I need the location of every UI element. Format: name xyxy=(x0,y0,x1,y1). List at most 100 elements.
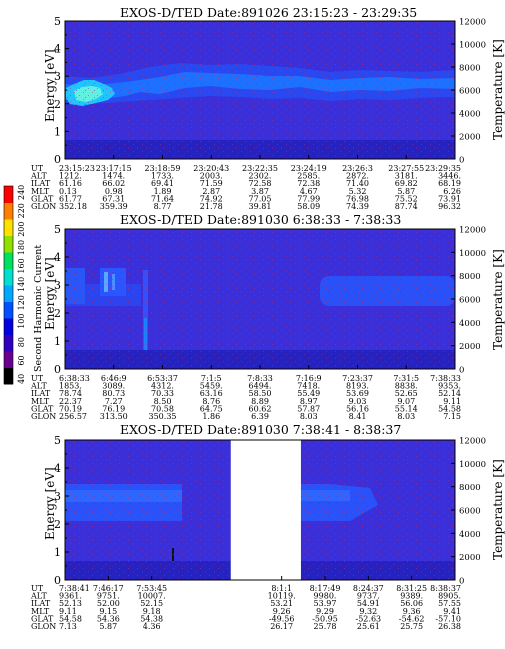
table-cell: 5.87 xyxy=(397,187,415,196)
table-cell: 54.38 xyxy=(140,614,163,623)
table-cell: 56.16 xyxy=(346,404,369,413)
colorbar-tick-label: 220 xyxy=(17,203,26,218)
panel-1-y2-tick-label: 2000 xyxy=(459,133,481,143)
table-cell: 8.50 xyxy=(154,397,172,406)
panel-3-y-tick-label: 2 xyxy=(54,518,61,531)
table-cell: 4.67 xyxy=(300,187,318,196)
table-cell: 69.41 xyxy=(151,179,174,188)
colorbar-tick-label: 240 xyxy=(17,185,26,200)
panel-1-y2-tick-label: 0 xyxy=(459,156,464,166)
table-cell: 70.33 xyxy=(151,389,174,398)
table-cell: 72.58 xyxy=(249,179,272,188)
table-cell: 78.74 xyxy=(59,389,82,398)
panel-1-y2-label: Temperature [K] xyxy=(491,39,505,140)
table-cell: 55.49 xyxy=(297,389,320,398)
panel-3-y-tick-label: 3 xyxy=(54,490,61,503)
table-cell: 73.91 xyxy=(438,194,461,203)
table-cell: 64.75 xyxy=(200,404,223,413)
colorbar-tick-label: 40 xyxy=(17,374,26,384)
table-cell: 53.97 xyxy=(314,599,337,608)
panel-1-y2-tick-label: 8000 xyxy=(459,64,481,74)
colorbar-swatch xyxy=(4,285,13,302)
panel-1-axes: 0 1 2 3 4 5 0 2000 4000 6000 8000 10000 12000 xyxy=(54,15,486,166)
panel-1-y-tick-label: 2 xyxy=(54,98,61,111)
panel-2-y2-tick-label: 10000 xyxy=(459,249,486,259)
colorbar-tick-label: 200 xyxy=(17,222,26,237)
table-cell: 9.32 xyxy=(359,607,377,616)
panel-2-y2-tick-label: 0 xyxy=(459,366,464,376)
colorbar-title: Second Harmonic Current xyxy=(33,245,44,372)
panel-1-y-tick-label: 5 xyxy=(54,15,61,28)
panel-2-title: EXOS-D/TED Date:891030 6:38:33 - 7:38:33 xyxy=(120,212,401,227)
table-cell: -50.95 xyxy=(312,614,338,623)
colorbar-swatch xyxy=(4,334,13,352)
spectrogram-panel-1: EXOS-D/TED Date:891026 23:15:23 - 23:29:… xyxy=(30,5,505,211)
table-cell: 5.87 xyxy=(99,622,117,631)
panel-3-axes: 0 1 2 3 4 5 0 2000 4000 6000 8000 10000 12000 xyxy=(54,434,486,587)
panel-2-y2-tick-label: 4000 xyxy=(459,319,481,329)
panel-2-y2-label: Temperature [K] xyxy=(491,249,505,350)
table-cell: 77.99 xyxy=(297,194,320,203)
table-row-label: ALT xyxy=(30,172,47,181)
table-cell: 1733. xyxy=(151,172,174,181)
table-cell: 7:31:5 xyxy=(393,374,419,383)
panel-3-title: EXOS-D/TED Date:891030 7:38:41 - 8:38:37 xyxy=(120,422,401,437)
panel-3-y-tick-label: 1 xyxy=(54,546,61,559)
table-cell: 71.64 xyxy=(151,194,174,203)
table-cell: 256.57 xyxy=(59,412,87,421)
table-cell: 23:29:35 xyxy=(425,164,461,173)
panel-3-y-label: Energy [eV] xyxy=(43,467,57,540)
table-cell: 9.11 xyxy=(59,607,77,616)
table-row-label: UT xyxy=(31,584,44,593)
panel-2-y-tick-label: 2 xyxy=(54,307,61,320)
table-cell: 57.87 xyxy=(297,404,320,413)
table-cell: -49.56 xyxy=(269,614,295,623)
table-cell: 9.11 xyxy=(443,397,461,406)
colorbar-swatch xyxy=(4,268,13,286)
table-cell: 23:20:43 xyxy=(193,164,229,173)
table-cell: 9.07 xyxy=(397,397,415,406)
panel-1-y2-tick-label: 12000 xyxy=(459,18,486,28)
panel-1-y2-tick-label: 6000 xyxy=(459,87,481,97)
colorbar-tick-label: 100 xyxy=(17,314,26,329)
panel-2-y2-tick-label: 12000 xyxy=(459,226,486,236)
table-cell: 359.39 xyxy=(100,202,128,211)
table-cell: 7.15 xyxy=(443,412,461,421)
table-cell: 6.39 xyxy=(251,412,269,421)
panel-2-emission-bands xyxy=(65,229,455,369)
table-cell: 7:1:5 xyxy=(201,374,222,383)
table-row-label: GLAT xyxy=(31,614,54,623)
panel-1-y-tick-label: 3 xyxy=(54,70,61,83)
table-cell: 96.32 xyxy=(438,202,461,211)
table-cell: -52.63 xyxy=(356,614,382,623)
panel-3-data-gap xyxy=(230,440,301,580)
colorbar-swatch xyxy=(4,318,13,335)
table-cell: 53.69 xyxy=(346,389,369,398)
table-cell: 76.98 xyxy=(346,194,369,203)
panel-1-y-tick-label: 0 xyxy=(54,153,61,166)
table-cell: 21.78 xyxy=(200,202,223,211)
table-cell: 23:15:23 xyxy=(59,164,95,173)
table-cell: 71.59 xyxy=(200,179,223,188)
panel-1-y-tick-label: 1 xyxy=(54,125,61,138)
table-cell: 25.75 xyxy=(400,622,423,631)
colorbar-tick-labels: 40 60 80 100 120 140 160 180 200 220 240 xyxy=(17,185,26,384)
table-cell: 61.77 xyxy=(59,194,82,203)
colorbar-swatches xyxy=(3,185,14,385)
table-cell: 7:23:37 xyxy=(342,374,373,383)
table-cell: 76.19 xyxy=(102,404,125,413)
table-cell: 6:53:37 xyxy=(147,374,178,383)
panel-3-y2-label: Temperature [K] xyxy=(491,459,505,560)
panel-2-orbit-table: UT 6:38:33 6:46:9 6:53:37 7:1:5 7:8:33 7:16:9 7… xyxy=(30,374,461,421)
table-cell: 2872. xyxy=(346,172,369,181)
table-cell: 3446. xyxy=(438,172,461,181)
table-cell: 23:24:19 xyxy=(291,164,327,173)
colorbar: 40 60 80 100 120 140 160 180 200 220 240 Second Ha… xyxy=(3,185,44,385)
table-cell: 1853. xyxy=(59,382,82,391)
panel-1-y2-tick-label: 4000 xyxy=(459,110,481,120)
table-row-label: ALT xyxy=(30,382,47,391)
table-cell: 7:53:45 xyxy=(136,584,167,593)
table-cell: 8905. xyxy=(438,592,461,601)
table-cell: 0.13 xyxy=(59,187,77,196)
table-cell: 8.41 xyxy=(349,412,367,421)
